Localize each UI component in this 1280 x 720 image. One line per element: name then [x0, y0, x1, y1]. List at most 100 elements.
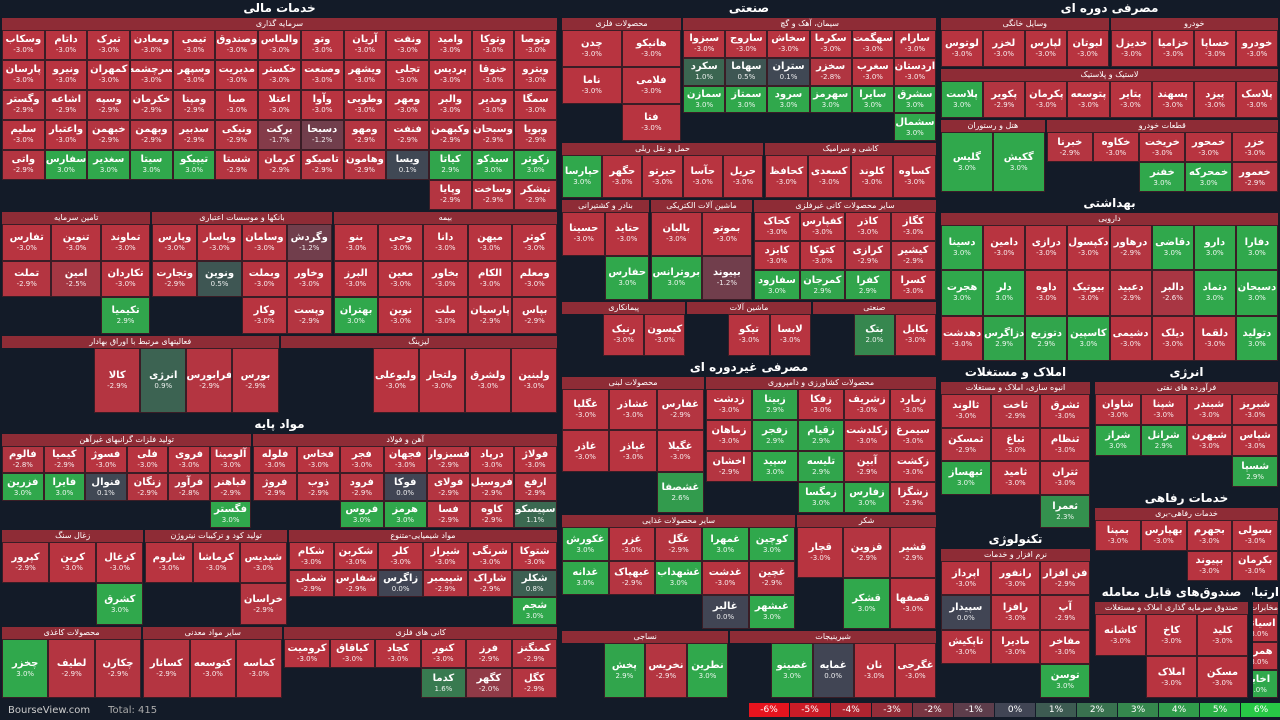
stock-tile[interactable]: کفپارس -3.0% [799, 211, 846, 241]
stock-tile[interactable]: ومعادن -3.0% [130, 30, 173, 60]
stock-tile[interactable]: کتوسعه -3.0% [189, 638, 236, 698]
stock-tile[interactable]: سخاش -3.0% [767, 30, 810, 58]
stock-tile[interactable]: ثنظام -3.0% [1040, 427, 1090, 461]
stock-tile[interactable]: وسبحان -2.9% [471, 119, 515, 150]
stock-tile[interactable]: وتوکا -3.0% [471, 30, 515, 60]
stock-tile[interactable]: پکرمان -3.0% [1025, 81, 1068, 118]
stock-tile[interactable]: کرمان -2.9% [258, 149, 301, 180]
stock-tile[interactable]: دارو 3.0% [1193, 225, 1236, 271]
stock-tile[interactable]: شبریز -3.0% [1232, 394, 1278, 425]
stock-tile[interactable]: ثالوند -3.0% [941, 394, 991, 428]
stock-tile[interactable]: کنور -3.0% [420, 638, 467, 669]
stock-tile[interactable]: لطیف -2.9% [48, 638, 95, 698]
stock-tile[interactable]: غفارس -2.9% [656, 389, 704, 431]
stock-tile[interactable]: خساپا -3.0% [1194, 30, 1237, 67]
stock-tile[interactable]: کاوه -2.9% [470, 500, 514, 529]
stock-tile[interactable]: کلید -3.0% [1197, 614, 1248, 656]
stock-tile[interactable]: فایرا 3.0% [43, 473, 86, 501]
stock-tile[interactable]: وصنعت -3.0% [300, 59, 344, 90]
stock-tile[interactable]: فرود -2.9% [340, 473, 384, 501]
stock-tile[interactable]: زبینا 2.9% [752, 389, 798, 421]
stock-tile[interactable]: کرومیت -3.0% [284, 638, 330, 669]
stock-tile[interactable]: کتوکا -3.0% [799, 240, 846, 271]
stock-tile[interactable]: سمازن 3.0% [683, 85, 726, 114]
stock-tile[interactable]: غزر -3.0% [608, 527, 656, 562]
stock-tile[interactable]: خمحور -3.0% [1185, 132, 1232, 162]
stock-tile[interactable]: فجهان -3.0% [383, 446, 427, 474]
stock-tile[interactable]: سشمال 3.0% [893, 113, 936, 142]
stock-tile[interactable]: بالبان -3.0% [650, 211, 702, 256]
stock-tile[interactable]: سشرق 3.0% [893, 85, 936, 114]
stock-tile[interactable]: شپنا -3.0% [1140, 394, 1187, 425]
stock-tile[interactable]: دزاگرس 2.9% [983, 315, 1026, 361]
stock-tile[interactable]: غصینو 3.0% [771, 642, 813, 698]
stock-tile[interactable]: زمگسا 3.0% [798, 482, 844, 514]
stock-tile[interactable]: زفجر 2.9% [752, 420, 798, 452]
stock-tile[interactable]: لپارس -3.0% [1024, 30, 1067, 67]
stock-tile[interactable]: چخزر 3.0% [2, 638, 49, 698]
stock-tile[interactable]: غگلپا -3.0% [562, 389, 610, 431]
stock-tile[interactable]: تیپیکو 3.0% [172, 149, 216, 180]
stock-tile[interactable]: خفنر 3.0% [1139, 162, 1186, 192]
stock-tile[interactable]: پارسیان -2.9% [467, 297, 513, 335]
stock-tile[interactable]: کفرا 2.9% [845, 270, 891, 300]
stock-tile[interactable]: بموتو -3.0% [701, 211, 753, 256]
stock-tile[interactable]: هانیکو -3.0% [621, 30, 682, 68]
stock-tile[interactable]: نخریس -2.9% [645, 642, 687, 698]
stock-tile[interactable]: سرود 3.0% [767, 85, 810, 114]
stock-tile[interactable]: غپاذر -3.0% [609, 430, 657, 472]
stock-tile[interactable]: سپید 3.0% [752, 451, 798, 483]
stock-tile[interactable]: دسبحان 3.0% [1235, 270, 1278, 316]
stock-tile[interactable]: رنیک -3.0% [603, 313, 645, 356]
stock-tile[interactable]: شفارس -2.9% [333, 569, 379, 598]
stock-tile[interactable]: لوتوس -3.0% [941, 30, 983, 67]
stock-tile[interactable]: املاک -3.0% [1146, 656, 1197, 698]
stock-tile[interactable]: حسینا -3.0% [562, 211, 606, 256]
stock-tile[interactable]: وصندوق -3.0% [215, 30, 259, 60]
stock-tile[interactable]: وسپهر -3.0% [172, 59, 216, 90]
stock-tile[interactable]: اسیاتک-3.0% [1253, 614, 1278, 642]
stock-tile[interactable]: زاگرس 0.0% [378, 569, 423, 598]
stock-tile[interactable]: شپاس -3.0% [1232, 425, 1278, 456]
stock-tile[interactable]: سرچشمه -3.0% [130, 59, 173, 90]
stock-tile[interactable]: زشریف -3.0% [844, 389, 890, 421]
stock-tile[interactable]: شرانل 2.9% [1140, 425, 1187, 456]
stock-tile[interactable]: کسانار -2.9% [143, 638, 190, 698]
stock-tile[interactable]: غدشت -3.0% [701, 561, 749, 595]
stock-tile[interactable]: زشگزا -2.9% [890, 482, 936, 514]
stock-tile[interactable]: کلوند -3.0% [850, 155, 894, 198]
stock-tile[interactable]: ومعلم -3.0% [512, 260, 557, 298]
stock-tile[interactable]: پلاسک -3.0% [1235, 81, 1278, 118]
stock-tile[interactable]: آلومینا -3.0% [209, 446, 252, 474]
stock-tile[interactable]: بیوتیک -3.0% [1067, 270, 1110, 316]
stock-tile[interactable]: غبهپاک -2.9% [608, 561, 656, 595]
stock-tile[interactable]: شستا -2.9% [215, 149, 259, 180]
stock-tile[interactable]: ولبنین -3.0% [510, 348, 557, 413]
stock-tile[interactable]: کشرق 3.0% [96, 583, 144, 625]
stock-tile[interactable]: غشهداب 3.0% [655, 561, 702, 595]
stock-tile[interactable]: دهدشت -3.0% [941, 315, 984, 361]
stock-tile[interactable]: داوه -3.0% [1025, 270, 1068, 316]
stock-tile[interactable]: درپاد -3.0% [470, 446, 514, 474]
stock-tile[interactable]: صبا -3.0% [215, 89, 259, 120]
stock-tile[interactable]: رافزا -3.0% [990, 595, 1041, 630]
stock-tile[interactable]: ذوب -2.9% [296, 473, 341, 501]
stock-tile[interactable]: ونفت -3.0% [386, 30, 429, 60]
stock-tile[interactable]: بروترانس 3.0% [650, 255, 702, 300]
stock-tile[interactable]: فباهنر -2.9% [209, 473, 252, 501]
stock-tile[interactable]: دتولید 3.0% [1235, 315, 1278, 361]
stock-tile[interactable]: سغرب -3.0% [851, 57, 894, 86]
stock-tile[interactable]: سفارود 3.0% [754, 270, 800, 300]
stock-tile[interactable]: همراه-3.0% [1253, 642, 1278, 670]
stock-tile[interactable]: وکار -3.0% [241, 297, 287, 335]
stock-tile[interactable]: کچاد -3.0% [375, 638, 421, 669]
stock-tile[interactable]: وهامون -2.9% [343, 149, 387, 180]
stock-tile[interactable]: نوین -3.0% [378, 297, 424, 335]
stock-tile[interactable]: سلیم -3.0% [2, 119, 45, 150]
stock-tile[interactable]: ساروج -3.0% [725, 30, 768, 58]
stock-tile[interactable]: شکلر 0.8% [512, 569, 557, 598]
stock-tile[interactable]: وپست -2.9% [286, 297, 332, 335]
stock-tile[interactable]: وبویا -2.9% [514, 119, 557, 150]
stock-tile[interactable]: اردستان -3.0% [893, 57, 936, 86]
stock-tile[interactable]: ناما -3.0% [562, 67, 622, 105]
